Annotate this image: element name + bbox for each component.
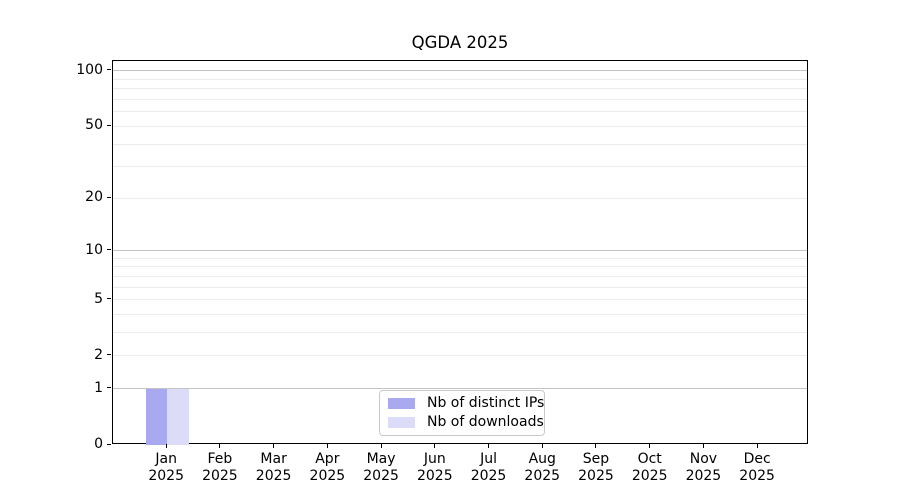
legend-label: Nb of distinct IPs bbox=[427, 395, 545, 412]
x-tick-label: Jul 2025 bbox=[470, 451, 507, 484]
y-tick-label: 1 bbox=[94, 379, 103, 396]
x-tick-label: Feb 2025 bbox=[202, 451, 238, 484]
y-tick-mark bbox=[107, 69, 111, 71]
x-tick-mark bbox=[488, 444, 490, 448]
minor-gridline bbox=[113, 332, 807, 334]
x-tick-mark bbox=[702, 444, 704, 448]
y-tick-mark bbox=[107, 124, 111, 126]
minor-gridline bbox=[113, 314, 807, 316]
x-tick-mark bbox=[273, 444, 275, 448]
y-tick-label: 50 bbox=[85, 117, 103, 134]
legend-swatch bbox=[388, 416, 415, 428]
x-tick-label: Jun 2025 bbox=[416, 451, 453, 484]
x-tick-label: Nov 2025 bbox=[685, 451, 722, 484]
minor-gridline bbox=[113, 197, 807, 199]
minor-gridline bbox=[113, 355, 807, 357]
y-tick-mark bbox=[107, 196, 111, 198]
minor-gridline bbox=[113, 125, 807, 127]
legend-label: Nb of downloads bbox=[427, 413, 544, 430]
x-tick-label: Aug 2025 bbox=[524, 451, 561, 484]
minor-gridline bbox=[113, 275, 807, 277]
legend: Nb of distinct IPs Nb of downloads bbox=[379, 390, 545, 436]
x-tick-label: Mar 2025 bbox=[255, 451, 292, 484]
x-tick-mark bbox=[756, 444, 758, 448]
x-tick-mark bbox=[165, 444, 167, 448]
legend-item: Nb of downloads bbox=[388, 414, 544, 430]
bar-nb-of-downloads bbox=[167, 388, 189, 445]
minor-gridline bbox=[113, 257, 807, 259]
minor-gridline bbox=[113, 99, 807, 101]
y-tick-label: 100 bbox=[76, 61, 103, 78]
minor-gridline bbox=[113, 299, 807, 301]
y-tick-mark bbox=[107, 354, 111, 356]
legend-item: Nb of distinct IPs bbox=[388, 396, 544, 411]
y-tick-label: 0 bbox=[94, 436, 103, 452]
minor-gridline bbox=[113, 143, 807, 145]
chart-title: QGDA 2025 bbox=[411, 33, 509, 52]
minor-gridline bbox=[113, 286, 807, 288]
x-tick-mark bbox=[326, 444, 328, 448]
bar-nb-of-distinct-ips bbox=[145, 388, 168, 445]
major-gridline bbox=[113, 388, 807, 390]
legend-swatch bbox=[388, 398, 415, 410]
y-tick-mark bbox=[107, 249, 111, 251]
minor-gridline bbox=[113, 88, 807, 90]
minor-gridline bbox=[113, 78, 807, 80]
x-tick-mark bbox=[434, 444, 436, 448]
minor-gridline bbox=[113, 111, 807, 113]
plot-area bbox=[112, 60, 808, 445]
y-tick-label: 20 bbox=[85, 189, 103, 206]
x-tick-mark bbox=[219, 444, 221, 448]
x-tick-mark bbox=[541, 444, 543, 448]
x-tick-mark bbox=[595, 444, 597, 448]
x-tick-label: Dec 2025 bbox=[739, 451, 775, 484]
minor-gridline bbox=[113, 166, 807, 168]
y-tick-mark bbox=[107, 443, 111, 445]
major-gridline bbox=[113, 250, 807, 252]
y-tick-mark bbox=[107, 298, 111, 300]
x-tick-label: Oct 2025 bbox=[631, 451, 668, 484]
minor-gridline bbox=[113, 266, 807, 268]
x-tick-label: May 2025 bbox=[363, 451, 399, 484]
y-tick-mark bbox=[107, 387, 111, 389]
x-tick-label: Apr 2025 bbox=[309, 451, 346, 484]
x-tick-label: Jan 2025 bbox=[148, 451, 184, 484]
x-tick-mark bbox=[649, 444, 651, 448]
y-tick-label: 10 bbox=[85, 241, 103, 258]
x-tick-mark bbox=[380, 444, 382, 448]
major-gridline bbox=[113, 70, 807, 72]
x-tick-label: Sep 2025 bbox=[578, 451, 614, 484]
y-tick-label: 2 bbox=[94, 346, 103, 363]
y-tick-label: 5 bbox=[94, 290, 103, 307]
